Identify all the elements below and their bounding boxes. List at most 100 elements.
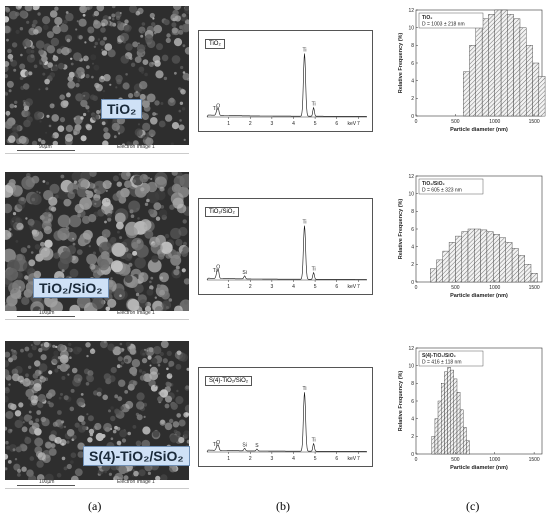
histogram-bar (461, 231, 469, 283)
x-tick-label: 500 (451, 457, 460, 463)
edx-tick-label: 6 (335, 121, 338, 127)
edx-peak-label: Ti (312, 437, 316, 443)
scale-bar-label: 100µm (39, 310, 55, 316)
edx-tick-label: 3 (270, 456, 273, 462)
histogram-bar (475, 27, 483, 117)
edx-tick-label: 6 (335, 284, 338, 290)
histogram-bar (466, 440, 470, 455)
x-tick-label: 1500 (529, 285, 540, 291)
scale-bar-label: 100µm (39, 479, 55, 485)
edx-peak-label: Si (242, 442, 246, 448)
y-tick-label: 0 (411, 280, 414, 286)
edx-peak-label: Ti (303, 47, 307, 53)
edx-peak-label: Ti (303, 219, 307, 225)
histogram-bar (437, 400, 442, 455)
histogram-bar (450, 369, 455, 455)
histogram-bar (453, 378, 458, 455)
edx-tick-label: 5 (314, 456, 317, 462)
x-tick-label: 500 (451, 285, 460, 291)
histogram-bar (431, 436, 436, 455)
panel-letter-c: (c) (466, 499, 480, 513)
histogram-sample-name: TiO₂ (422, 15, 432, 21)
y-axis-label: Relative Frequency (%) (398, 33, 404, 94)
edx-tick-label: 1 (227, 284, 230, 290)
edx-peak-label: O (216, 103, 220, 109)
histogram-bar (486, 231, 494, 283)
histogram-bar (436, 259, 444, 283)
edx-tick-label: 5 (314, 284, 317, 290)
histogram-mean-diameter: D = 605 ± 323 nm (422, 188, 462, 194)
x-tick-label: 1000 (489, 457, 500, 463)
x-tick-label: 1500 (529, 457, 540, 463)
histogram-bar (481, 18, 489, 117)
histogram-bar (518, 255, 525, 283)
histogram-bar (441, 383, 445, 455)
edx-peak-label: Ti (213, 268, 217, 274)
histogram-sample-name: TiO₂/SiO₂ (422, 181, 445, 187)
y-tick-label: 2 (411, 96, 414, 102)
image-caption: Electron Image 1 (117, 310, 155, 316)
histogram-bar (467, 228, 475, 283)
histogram-bar (456, 392, 461, 455)
y-tick-label: 0 (411, 452, 414, 458)
edx-tick-label: 1 (227, 121, 230, 127)
edx-tick-label: 4 (292, 121, 295, 127)
size-histogram: 0 2 4 6 8 10 12 0 500 1000 1500 Particle diameter (… (396, 344, 546, 472)
edx-tick-label: 3 (270, 121, 273, 127)
histogram-mean-diameter: D = 1003 ± 218 nm (422, 22, 465, 28)
x-axis-label: Particle diameter (nm) (450, 465, 508, 471)
histogram-bar (500, 9, 508, 117)
edx-peak-label: S (255, 443, 259, 449)
edx-peak-label: Ti (303, 386, 307, 392)
histogram-bar (507, 14, 514, 117)
panel-letter-a: (a) (88, 499, 102, 513)
edx-tick-label: 6 (335, 456, 338, 462)
y-tick-label: 8 (411, 43, 414, 49)
edx-unit-label: keV (348, 284, 357, 290)
histogram-bar (524, 264, 532, 283)
x-tick-label: 1000 (489, 119, 500, 125)
histogram-bar (519, 27, 527, 117)
histogram-bar (538, 76, 546, 117)
x-tick-label: 1500 (529, 119, 540, 125)
edx-tick-label: 4 (292, 456, 295, 462)
histogram-bar (463, 71, 470, 117)
x-tick-label: 1000 (489, 285, 500, 291)
edx-peak-label: O (216, 440, 220, 446)
histogram-bar (459, 409, 464, 455)
y-tick-label: 4 (411, 416, 414, 422)
edx-spectrum: 1 2 3 4 5 6 7 keV O Ti Si Ti Ti TiO₂/SiO₂ (198, 198, 373, 295)
histogram-bar (474, 228, 481, 283)
y-tick-label: 10 (408, 25, 414, 31)
histogram-bar (448, 242, 456, 283)
histogram-bar (455, 235, 462, 283)
y-tick-label: 0 (411, 114, 414, 120)
image-caption: Electron Image 1 (117, 144, 155, 150)
size-histogram: 0 2 4 6 8 10 12 0 500 1000 1500 Particle diameter (… (396, 172, 546, 300)
y-tick-label: 2 (411, 262, 414, 268)
histogram-bar (513, 18, 521, 117)
edx-tick-label: 7 (357, 456, 360, 462)
histogram-bar (444, 371, 448, 455)
histogram-bar (494, 9, 502, 117)
histogram-bar (505, 242, 513, 283)
histogram-bar (434, 418, 439, 455)
panel-letter-b: (b) (276, 499, 290, 513)
y-tick-label: 4 (411, 78, 414, 84)
sample-label: TiO₂/SiO₂ (33, 278, 109, 298)
edx-peak-label: Ti (213, 106, 217, 112)
y-tick-label: 10 (408, 363, 414, 369)
edx-title: TiO₂/SiO₂ (205, 207, 239, 217)
x-tick-label: 500 (451, 119, 460, 125)
histogram-bar (511, 248, 519, 283)
edx-title: S(4)-TiO₂/SiO₂ (205, 376, 253, 386)
edx-peak-label: O (216, 264, 220, 270)
sem-image: TiO₂/SiO₂ (5, 172, 189, 311)
x-tick-label: 0 (415, 285, 418, 291)
histogram-bar (488, 14, 495, 117)
scale-bar (17, 485, 75, 486)
edx-tick-label: 4 (292, 284, 295, 290)
y-tick-label: 10 (408, 191, 414, 197)
scale-bar (17, 150, 75, 151)
histogram-bar (526, 45, 533, 117)
